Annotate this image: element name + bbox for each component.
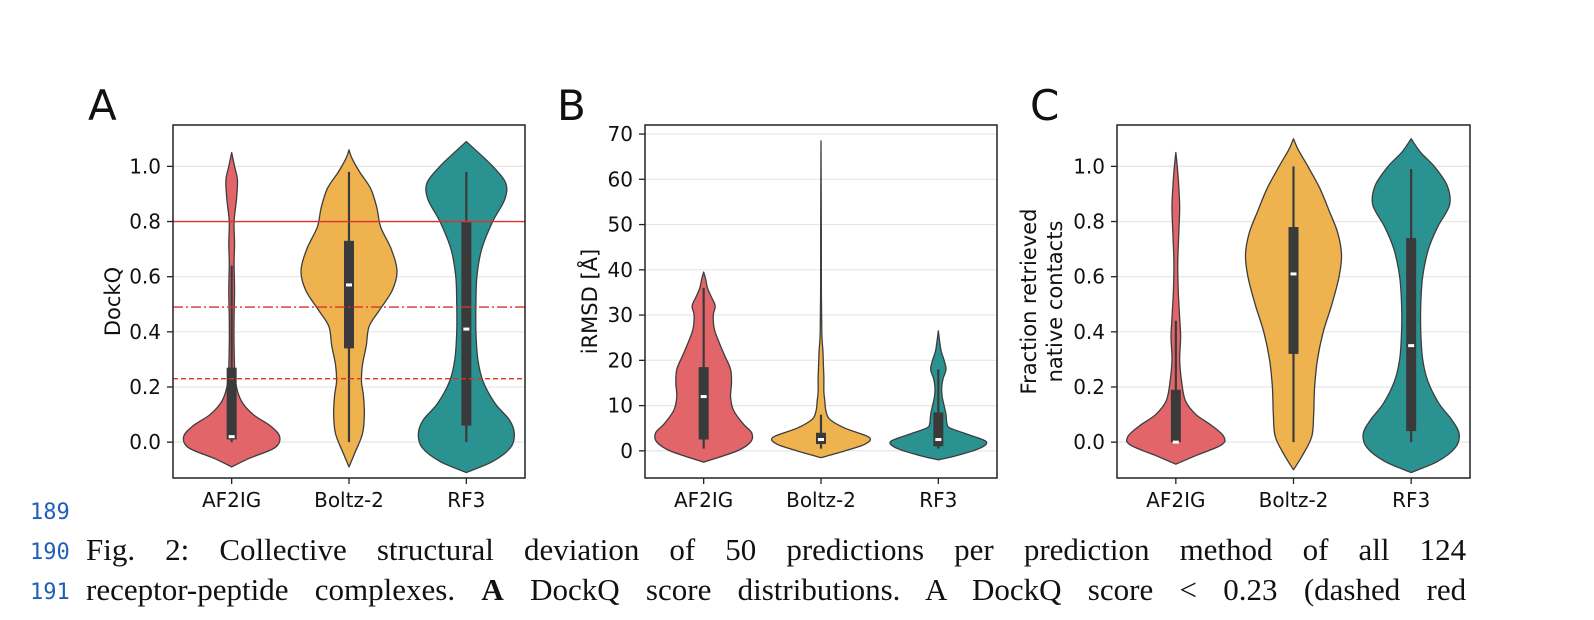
y-tick-label: 70 — [608, 122, 633, 146]
y-axis-label: iRMSD [Å] — [576, 249, 602, 354]
caption-text: receptor-peptide complexes. — [86, 572, 456, 607]
violin-median-marker — [935, 438, 942, 442]
panel-c-letter: C — [1030, 81, 1059, 130]
violin-median-marker — [228, 435, 235, 439]
y-tick-label: 0.8 — [1073, 210, 1105, 234]
violin-iqr-box — [1170, 389, 1181, 443]
panel-a: A 0.0 0.2 0.4 0.6 0.8 1.0 AF2IG Boltz-2 RF3 DockQ — [88, 81, 526, 512]
caption-word: structural — [376, 532, 494, 567]
caption-word: A — [924, 572, 946, 607]
x-tick-label: RF3 — [447, 488, 485, 512]
y-tick-label: 0 — [620, 439, 633, 463]
panel-b: B 0 10 20 30 40 50 60 70 AF2IG Boltz-2 RF3 iRMSD [Å… — [557, 81, 998, 512]
violin-iqr-box — [698, 367, 709, 440]
y-tick-label: 60 — [608, 167, 633, 191]
violin-median-marker — [346, 283, 352, 287]
x-tick-label: RF3 — [1392, 488, 1430, 512]
caption-word: of — [669, 532, 696, 567]
y-tick-label: 20 — [608, 348, 633, 372]
panel-b-letter: B — [557, 81, 586, 130]
figure-caption-line-1: Fig. 2: Collective structural deviation … — [86, 532, 1466, 568]
y-tick-label: 50 — [608, 213, 633, 237]
violin-median-marker — [1408, 344, 1415, 348]
panel-b-plot-area: 0 10 20 30 40 50 60 70 AF2IG Boltz-2 RF3 iRMSD [Å] — [576, 122, 998, 512]
y-tick-label: 0.2 — [129, 375, 161, 399]
figure-caption-line-2: receptor-peptide complexes. A DockQ scor… — [86, 572, 1466, 608]
y-axis-label: Fraction retrieved — [1017, 209, 1041, 395]
panel-c-plot-area: 0.0 0.2 0.4 0.6 0.8 1.0 AF2IG Boltz-2 RF3 Fractio… — [1017, 124, 1471, 512]
x-tick-label: AF2IG — [202, 488, 261, 512]
y-tick-label: 40 — [608, 258, 633, 282]
caption-word: < — [1179, 572, 1197, 607]
caption-word: deviation — [523, 532, 640, 567]
y-tick-label: 0.2 — [1073, 375, 1105, 399]
y-tick-label: 10 — [608, 394, 633, 418]
violin-median-marker — [818, 438, 824, 442]
caption-word: DockQ — [530, 572, 620, 607]
line-number: 189 — [30, 500, 70, 525]
caption-word: Collective — [219, 532, 347, 567]
violin-iqr-box — [1288, 227, 1299, 354]
caption-panel-ref: A — [481, 572, 504, 607]
caption-word: of — [1302, 532, 1329, 567]
caption-word: red — [1426, 572, 1467, 607]
caption-word: 0.23 — [1223, 572, 1278, 607]
caption-word: score — [1087, 572, 1154, 607]
violin-iqr-box — [226, 367, 237, 440]
y-tick-label: 0.6 — [129, 265, 161, 289]
y-tick-label: 0.4 — [129, 320, 161, 344]
y-tick-label: 0.0 — [1073, 430, 1105, 454]
panel-a-plot-area: 0.0 0.2 0.4 0.6 0.8 1.0 AF2IG Boltz-2 RF3 DockQ — [101, 124, 526, 512]
y-tick-label: 0.4 — [1073, 320, 1105, 344]
line-number: 190 — [30, 540, 70, 565]
y-tick-label: 1.0 — [1073, 154, 1105, 178]
violin-iqr-box — [1406, 238, 1417, 432]
x-tick-label: Boltz-2 — [1259, 488, 1329, 512]
x-tick-label: Boltz-2 — [786, 488, 856, 512]
y-tick-label: 0.6 — [1073, 265, 1105, 289]
caption-word: DockQ — [971, 572, 1062, 607]
violin-median-marker — [700, 395, 707, 399]
x-tick-label: AF2IG — [674, 488, 733, 512]
violin-boltz-2 — [770, 140, 872, 459]
y-axis-label: native contacts — [1043, 221, 1067, 383]
caption-word: all — [1358, 532, 1390, 567]
caption-word: (dashed — [1303, 572, 1401, 607]
caption-word: method — [1179, 532, 1273, 567]
x-tick-label: RF3 — [919, 488, 957, 512]
y-tick-label: 0.8 — [129, 210, 161, 234]
caption-word: prediction — [1023, 532, 1150, 567]
caption-word: per — [954, 532, 994, 567]
panel-a-letter: A — [88, 81, 117, 130]
caption-word: predictions — [786, 532, 925, 567]
y-tick-label: 0.0 — [129, 430, 161, 454]
caption-word: distributions. — [737, 572, 901, 607]
x-tick-label: Boltz-2 — [314, 488, 384, 512]
violin-median-marker — [1290, 272, 1297, 276]
violin-median-marker — [463, 327, 470, 331]
violin-median-marker — [1172, 440, 1179, 444]
violin-iqr-box — [344, 240, 354, 349]
caption-word: 2: — [165, 532, 190, 567]
caption-word: 50 — [725, 532, 757, 567]
caption-word: Fig. — [86, 532, 136, 567]
figure: A 0.0 0.2 0.4 0.6 0.8 1.0 AF2IG Boltz-2 RF3 DockQ… — [88, 81, 1471, 512]
caption-word: score — [645, 572, 712, 607]
y-tick-label: 1.0 — [129, 154, 161, 178]
line-number: 191 — [30, 580, 70, 605]
violin-iqr-box — [461, 221, 472, 426]
y-tick-label: 30 — [608, 303, 633, 327]
y-axis-label: DockQ — [101, 267, 125, 336]
violin-iqr-box — [933, 412, 944, 447]
violin-af2ig — [1125, 151, 1226, 465]
panel-c: C 0.0 0.2 0.4 0.6 0.8 1.0 AF2IG Boltz-2 RF3 Fract… — [1017, 81, 1471, 512]
caption-word: 124 — [1419, 532, 1467, 567]
x-tick-label: AF2IG — [1146, 488, 1205, 512]
